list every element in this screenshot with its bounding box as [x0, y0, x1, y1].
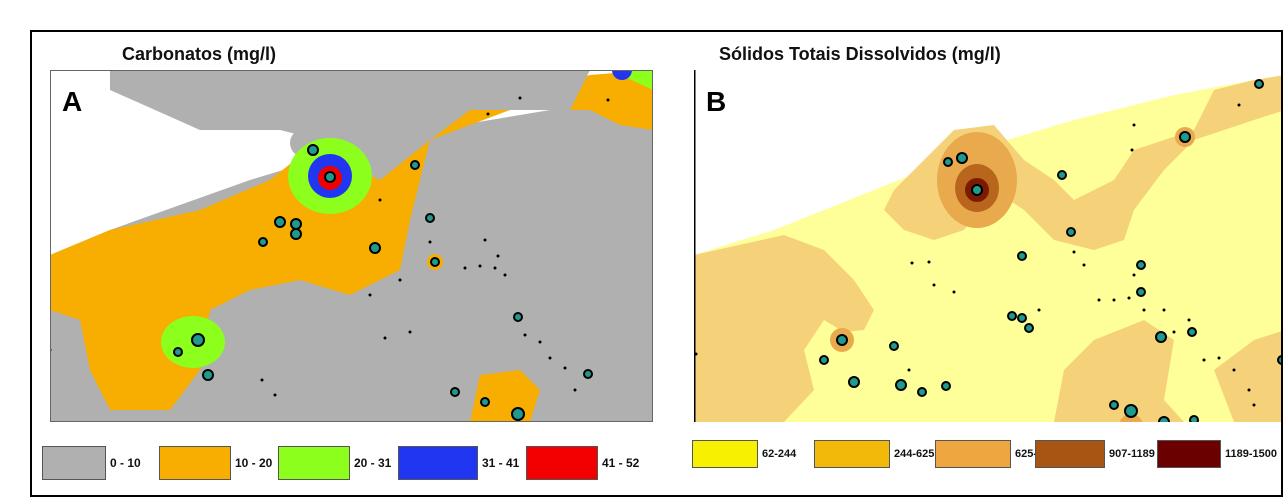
- legend-label: 31 - 41: [482, 456, 520, 470]
- map-b-well: [971, 184, 983, 196]
- map-a-grey-north: [110, 70, 590, 180]
- legend-b-item: 62-244: [692, 440, 796, 468]
- map-a-well: [307, 144, 319, 156]
- legend-swatch: [1157, 440, 1221, 468]
- legend-b-item: 1189-1500: [1157, 440, 1277, 468]
- map-a-svg: [50, 70, 653, 422]
- map-a-well: [173, 347, 183, 357]
- map-a-well: [258, 237, 268, 247]
- map-b-well: [1024, 323, 1034, 333]
- map-a-well: [410, 160, 420, 170]
- map-b-well: [1136, 260, 1146, 270]
- legend-swatch: [398, 446, 478, 480]
- map-b-well: [1124, 404, 1138, 418]
- map-a-well: [369, 242, 381, 254]
- legend-label: 62-244: [762, 448, 797, 460]
- legend-label: 1189-1500: [1225, 448, 1277, 460]
- map-b-well: [1057, 170, 1067, 180]
- panel-b-letter: B: [706, 86, 727, 117]
- panel-a-letter: A: [62, 86, 83, 117]
- map-b-well: [1109, 400, 1119, 410]
- legend-a-item: 31 - 41: [398, 446, 519, 480]
- map-b-well: [1007, 311, 1017, 321]
- map-b-well: [1189, 415, 1199, 422]
- legend-swatch: [159, 446, 231, 480]
- map-a-well: [290, 228, 302, 240]
- panel-b-title: Sólidos Totais Dissolvidos (mg/l): [719, 44, 1001, 64]
- map-a-sample-dots: [50, 96, 610, 397]
- map-b-mid-spot-2: [1119, 414, 1143, 422]
- legend-a-item: 20 - 31: [278, 446, 391, 480]
- figure-frame: Carbonatos (mg/l): [30, 30, 1283, 497]
- map-b-wells: [819, 79, 1281, 422]
- legend-swatch: [814, 440, 890, 468]
- map-b-well: [1155, 331, 1167, 343]
- map-a-well: [425, 213, 435, 223]
- map-a-well: [202, 369, 214, 381]
- map-b-well: [1179, 131, 1191, 143]
- legend-label: 20 - 31: [354, 456, 392, 470]
- legend-b-item: 907-1189: [1035, 440, 1155, 468]
- map-a-blue-corner: [612, 70, 632, 80]
- legend-label: 0 - 10: [110, 456, 141, 470]
- map-b-well: [889, 341, 899, 351]
- map-a-well: [480, 397, 490, 407]
- map-b-svg: [694, 70, 1281, 422]
- legend-swatch: [1035, 440, 1105, 468]
- legend-swatch: [692, 440, 758, 468]
- map-b: [694, 70, 1281, 422]
- map-a-well: [583, 369, 593, 379]
- map-a: [50, 70, 653, 422]
- map-a-well: [450, 387, 460, 397]
- map-b-well: [848, 376, 860, 388]
- map-b-well: [917, 387, 927, 397]
- panel-a-title: Carbonatos (mg/l): [122, 44, 277, 64]
- map-b-well: [1277, 355, 1281, 365]
- map-a-well: [290, 218, 302, 230]
- map-a-well: [324, 171, 336, 183]
- legend-swatch: [935, 440, 1011, 468]
- legend-swatch: [278, 446, 350, 480]
- map-b-well: [836, 334, 848, 346]
- legend-a-item: 41 - 52: [526, 446, 639, 480]
- legend-label: 10 - 20: [235, 456, 273, 470]
- map-b-well: [895, 379, 907, 391]
- map-a-well: [513, 312, 523, 322]
- legend-label: 244-625: [894, 448, 935, 460]
- map-b-well: [943, 157, 953, 167]
- map-b-well: [1187, 327, 1197, 337]
- map-b-left-zone: [694, 235, 874, 422]
- map-b-well: [1017, 251, 1027, 261]
- map-a-well: [430, 257, 440, 267]
- map-b-well: [1066, 227, 1076, 237]
- map-b-well: [1254, 79, 1264, 89]
- legend-a-item: 0 - 10: [42, 446, 141, 480]
- map-b-well: [941, 381, 951, 391]
- legend-swatch: [42, 446, 106, 480]
- legend-a-item: 10 - 20: [159, 446, 272, 480]
- map-a-well: [511, 407, 525, 421]
- legend-b-item: 244-625: [814, 440, 934, 468]
- map-b-well: [1158, 416, 1170, 422]
- legend-swatch: [526, 446, 598, 480]
- map-b-sample-dots: [694, 103, 1256, 407]
- map-a-well: [274, 216, 286, 228]
- map-a-wells: [173, 144, 593, 421]
- map-a-well: [191, 333, 205, 347]
- map-b-well: [956, 152, 968, 164]
- map-b-well: [819, 355, 829, 365]
- legend-label: 907-1189: [1109, 448, 1155, 460]
- map-b-well: [1136, 287, 1146, 297]
- map-b-south-zone: [1054, 320, 1184, 422]
- legend-b-item: 625-907: [935, 440, 1055, 468]
- map-b-east-zone: [1214, 331, 1281, 422]
- map-b-well: [1017, 313, 1027, 323]
- legend-label: 41 - 52: [602, 456, 640, 470]
